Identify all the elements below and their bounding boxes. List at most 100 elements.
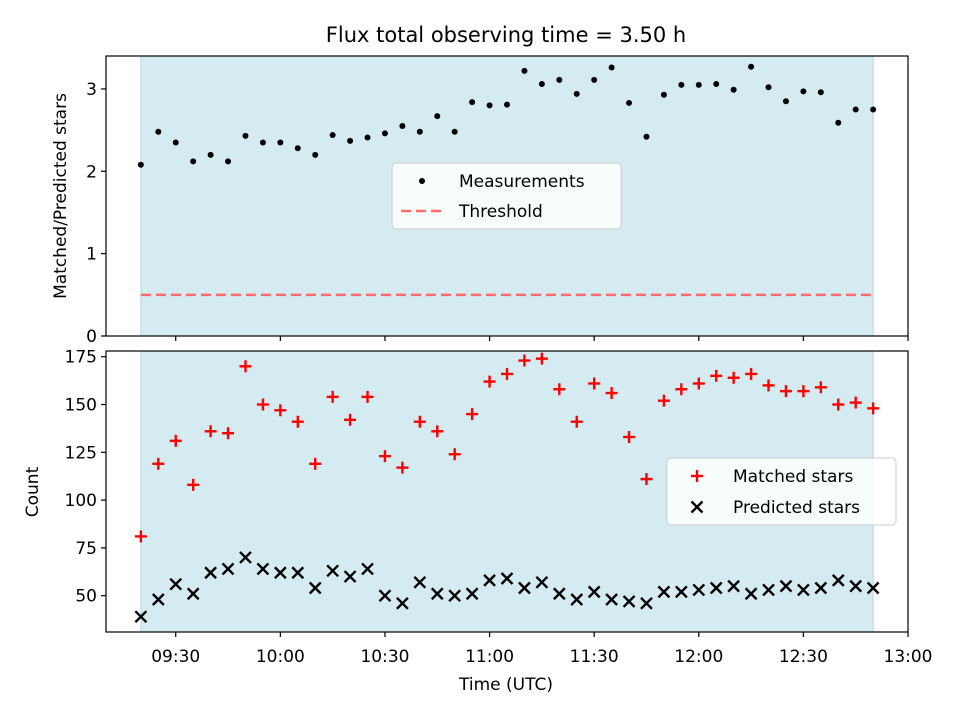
predicted-star-point — [657, 585, 671, 599]
measurement-point — [451, 128, 458, 135]
predicted-star-point — [797, 583, 810, 597]
top-panel: 0 1 2 3 Matched/Predicted stars Measurement… — [51, 55, 909, 347]
predicted-star-point — [762, 583, 775, 597]
x-tick-label: 09:30 — [151, 647, 200, 667]
measurement-point — [190, 158, 197, 165]
measurement-point — [730, 86, 737, 93]
top-legend: Measurements Threshold — [391, 162, 622, 230]
matched-star-point — [692, 377, 705, 390]
matched-star-point — [396, 461, 409, 474]
x-axis-label: Time (UTC) — [458, 675, 553, 695]
x-tick-label: 10:30 — [360, 647, 409, 667]
bottom-legend: Matched stars Predicted stars — [666, 457, 897, 526]
matched-star-point — [710, 369, 723, 382]
x-tick-label: 12:30 — [779, 647, 828, 667]
measurement-point — [643, 133, 650, 140]
matched-star-point — [849, 396, 862, 409]
predicted-star-point — [709, 581, 723, 595]
matched-star-point — [797, 385, 810, 398]
x-tick-label: 10:00 — [256, 647, 305, 667]
measurement-point — [381, 130, 388, 137]
legend-marker-measurements — [419, 178, 425, 184]
predicted-star-point — [535, 575, 549, 589]
measurement-point — [800, 88, 807, 95]
y-tick-label: 175 — [65, 348, 97, 368]
bottom-axes-frame — [105, 350, 909, 633]
predicted-star-point — [570, 593, 584, 606]
matched-star-point — [378, 450, 391, 463]
predicted-star-point — [430, 587, 444, 601]
count-points — [134, 352, 880, 624]
predicted-star-point — [849, 579, 863, 593]
x-tick-label: 11:30 — [570, 647, 619, 667]
measurement-point — [242, 132, 249, 139]
measurement-point — [469, 99, 476, 106]
measurement-point — [556, 76, 563, 83]
measurement-point — [312, 151, 319, 158]
predicted-star-point — [413, 575, 427, 589]
measurement-point — [207, 151, 214, 158]
legend-marker-matched — [691, 470, 703, 482]
measurement-point — [504, 101, 510, 108]
matched-star-point — [745, 367, 758, 380]
predicted-star-point — [448, 589, 462, 603]
predicted-star-point — [622, 595, 636, 608]
matched-star-point — [152, 457, 165, 470]
predicted-star-point — [221, 562, 235, 576]
legend-label-threshold: Threshold — [458, 202, 543, 222]
predicted-star-point — [465, 587, 479, 601]
bottom-panel: 50 75 100 125 150 175 09:30 10:00 10:30 11:00 11:… — [23, 348, 933, 695]
measurement-point — [434, 113, 441, 120]
matched-star-point — [762, 379, 775, 392]
matched-star-point — [867, 402, 880, 415]
predicted-star-point — [779, 579, 793, 593]
y-tick-label: 3 — [86, 80, 97, 100]
predicted-star-point — [204, 566, 217, 580]
matched-star-point — [413, 415, 426, 428]
matched-star-point — [588, 377, 601, 390]
predicted-star-point — [866, 581, 880, 595]
measurement-point — [486, 102, 493, 109]
matched-star-point — [256, 398, 269, 411]
y-tick-label: 100 — [65, 491, 97, 511]
measurement-point — [765, 84, 772, 91]
legend-label-matched: Matched stars — [733, 467, 853, 487]
matched-star-point — [483, 375, 496, 388]
bottom-x-axis-ticks: 09:30 10:00 10:30 11:00 11:30 12:00 12:30 13:00 — [151, 632, 933, 667]
matched-star-point — [291, 415, 304, 428]
matched-star-point — [657, 394, 670, 407]
predicted-star-point — [361, 562, 374, 576]
matched-star-point — [204, 425, 217, 438]
predicted-star-point — [378, 589, 392, 603]
predicted-star-point — [518, 581, 531, 595]
bottom-legend-box — [666, 457, 897, 526]
matched-star-point — [675, 383, 688, 396]
matched-star-point — [570, 415, 583, 428]
matched-star-point — [187, 478, 200, 491]
predicted-star-point — [587, 585, 601, 599]
matched-star-point — [274, 404, 287, 417]
predicted-star-point — [169, 577, 183, 591]
measurement-point — [294, 145, 301, 152]
measurement-point — [172, 139, 179, 146]
measurement-point — [137, 161, 144, 168]
legend-label-predicted: Predicted stars — [733, 498, 860, 518]
predicted-star-point — [692, 583, 706, 597]
predicted-star-point — [396, 596, 409, 610]
y-tick-label: 75 — [75, 539, 97, 559]
measurement-point — [713, 81, 720, 87]
matched-star-point — [518, 354, 531, 367]
matched-star-point — [466, 408, 479, 421]
top-legend-box — [391, 162, 622, 230]
measurement-point — [277, 139, 284, 146]
predicted-star-point — [256, 562, 270, 576]
predicted-star-point — [308, 581, 322, 595]
predicted-star-point — [186, 587, 200, 601]
y-tick-label: 1 — [86, 245, 97, 265]
matched-star-point — [779, 385, 792, 398]
matched-star-point — [134, 530, 147, 543]
legend-marker-predicted — [690, 500, 704, 514]
measurement-point — [608, 64, 615, 71]
predicted-star-point — [605, 593, 618, 606]
measurement-point — [817, 89, 824, 96]
